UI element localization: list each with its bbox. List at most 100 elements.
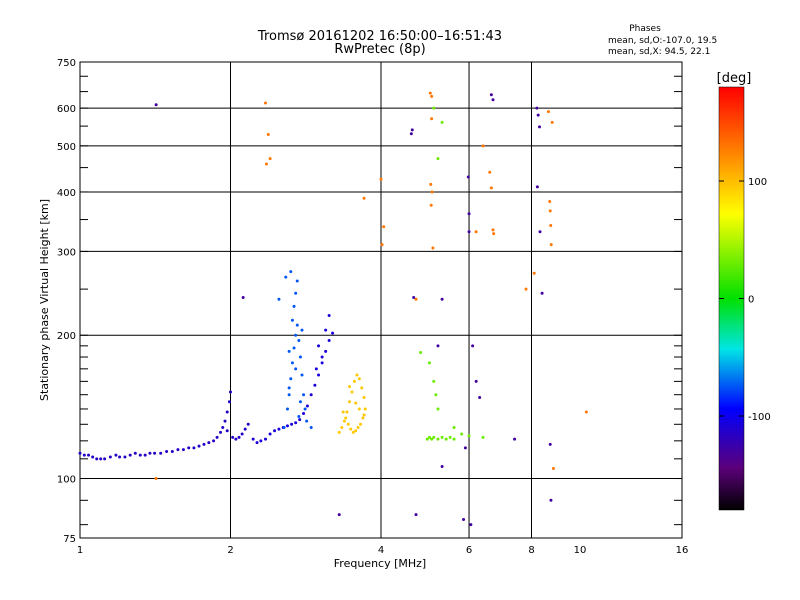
data-point <box>154 103 158 107</box>
data-point <box>95 457 99 461</box>
data-point <box>444 437 448 441</box>
x-tick-label: 4 <box>378 545 384 556</box>
data-point <box>349 427 353 431</box>
data-point <box>535 185 539 189</box>
data-point <box>380 243 384 247</box>
data-point <box>324 349 328 353</box>
data-points <box>78 91 588 527</box>
data-point <box>474 230 478 234</box>
data-point <box>345 410 349 414</box>
data-point <box>327 338 331 342</box>
data-point <box>481 435 485 439</box>
data-point <box>467 434 471 438</box>
data-point <box>320 361 324 365</box>
data-point <box>289 377 293 381</box>
phase-heading: Phases <box>629 24 661 34</box>
data-point <box>309 393 313 397</box>
data-point <box>471 344 475 348</box>
data-point <box>488 170 492 174</box>
data-point <box>430 437 434 441</box>
data-point <box>491 98 495 102</box>
data-point <box>264 162 268 166</box>
data-point <box>282 425 286 429</box>
phase-mean-x: mean, sd,X: 94.5, 22.1 <box>608 47 710 57</box>
y-tick-label: 600 <box>57 104 76 115</box>
data-point <box>197 444 201 448</box>
data-point <box>223 419 227 423</box>
data-point <box>410 128 414 132</box>
data-point <box>356 425 360 429</box>
data-point <box>341 410 345 414</box>
data-point <box>298 418 302 422</box>
data-point <box>452 437 456 441</box>
data-point <box>536 113 540 117</box>
data-point <box>285 424 289 428</box>
data-point <box>287 386 291 390</box>
data-point <box>427 361 431 365</box>
x-tick-labels: 1 2 4 6 8 10 16 <box>77 545 689 556</box>
data-point <box>430 94 434 98</box>
y-tick-label: 200 <box>57 331 76 342</box>
data-point <box>440 464 444 468</box>
data-point <box>481 144 485 148</box>
data-point <box>337 430 341 434</box>
data-point <box>317 344 321 348</box>
data-point <box>202 442 206 446</box>
data-point <box>436 407 440 411</box>
data-point <box>474 379 478 383</box>
data-point <box>246 422 250 426</box>
data-point <box>305 404 309 408</box>
data-point <box>215 435 219 439</box>
data-point <box>284 275 288 279</box>
data-point <box>440 297 444 301</box>
data-point <box>225 410 229 414</box>
data-point <box>463 446 467 450</box>
y-axis-label: Stationary phase Virtual Height [km] <box>38 199 51 401</box>
data-point <box>87 453 91 457</box>
data-point <box>429 182 433 186</box>
data-point <box>357 407 361 411</box>
data-point <box>354 401 358 405</box>
data-point <box>243 427 247 431</box>
data-point <box>549 224 553 228</box>
data-point <box>227 400 231 404</box>
grid-lines <box>80 62 682 538</box>
data-point <box>550 120 554 124</box>
data-point <box>314 367 318 371</box>
data-point <box>103 457 107 461</box>
data-point <box>359 422 363 426</box>
data-point <box>324 328 328 332</box>
data-point <box>327 314 331 318</box>
data-point <box>295 323 299 327</box>
x-tick-label: 2 <box>227 545 233 556</box>
data-point <box>294 367 298 371</box>
data-point <box>259 439 263 443</box>
data-point <box>302 411 306 415</box>
data-point <box>362 196 366 200</box>
data-point <box>342 419 346 423</box>
data-point <box>181 448 185 452</box>
data-point <box>348 400 352 404</box>
y-tick-label: 750 <box>57 58 76 69</box>
data-point <box>309 425 313 429</box>
data-point <box>548 442 552 446</box>
data-point <box>430 190 434 194</box>
data-point <box>91 455 95 459</box>
data-point <box>255 441 259 445</box>
data-point <box>361 416 365 420</box>
data-point <box>436 157 440 161</box>
data-point <box>295 279 299 283</box>
data-point <box>264 101 268 105</box>
data-point <box>431 246 435 250</box>
data-point <box>440 120 444 124</box>
data-point <box>241 296 245 300</box>
data-point <box>277 297 281 301</box>
data-point <box>303 407 307 411</box>
data-point <box>440 435 444 439</box>
data-point <box>414 513 418 517</box>
data-point <box>292 346 296 350</box>
x-tick-label: 6 <box>466 545 472 556</box>
data-point <box>138 453 142 457</box>
data-point <box>300 328 304 332</box>
